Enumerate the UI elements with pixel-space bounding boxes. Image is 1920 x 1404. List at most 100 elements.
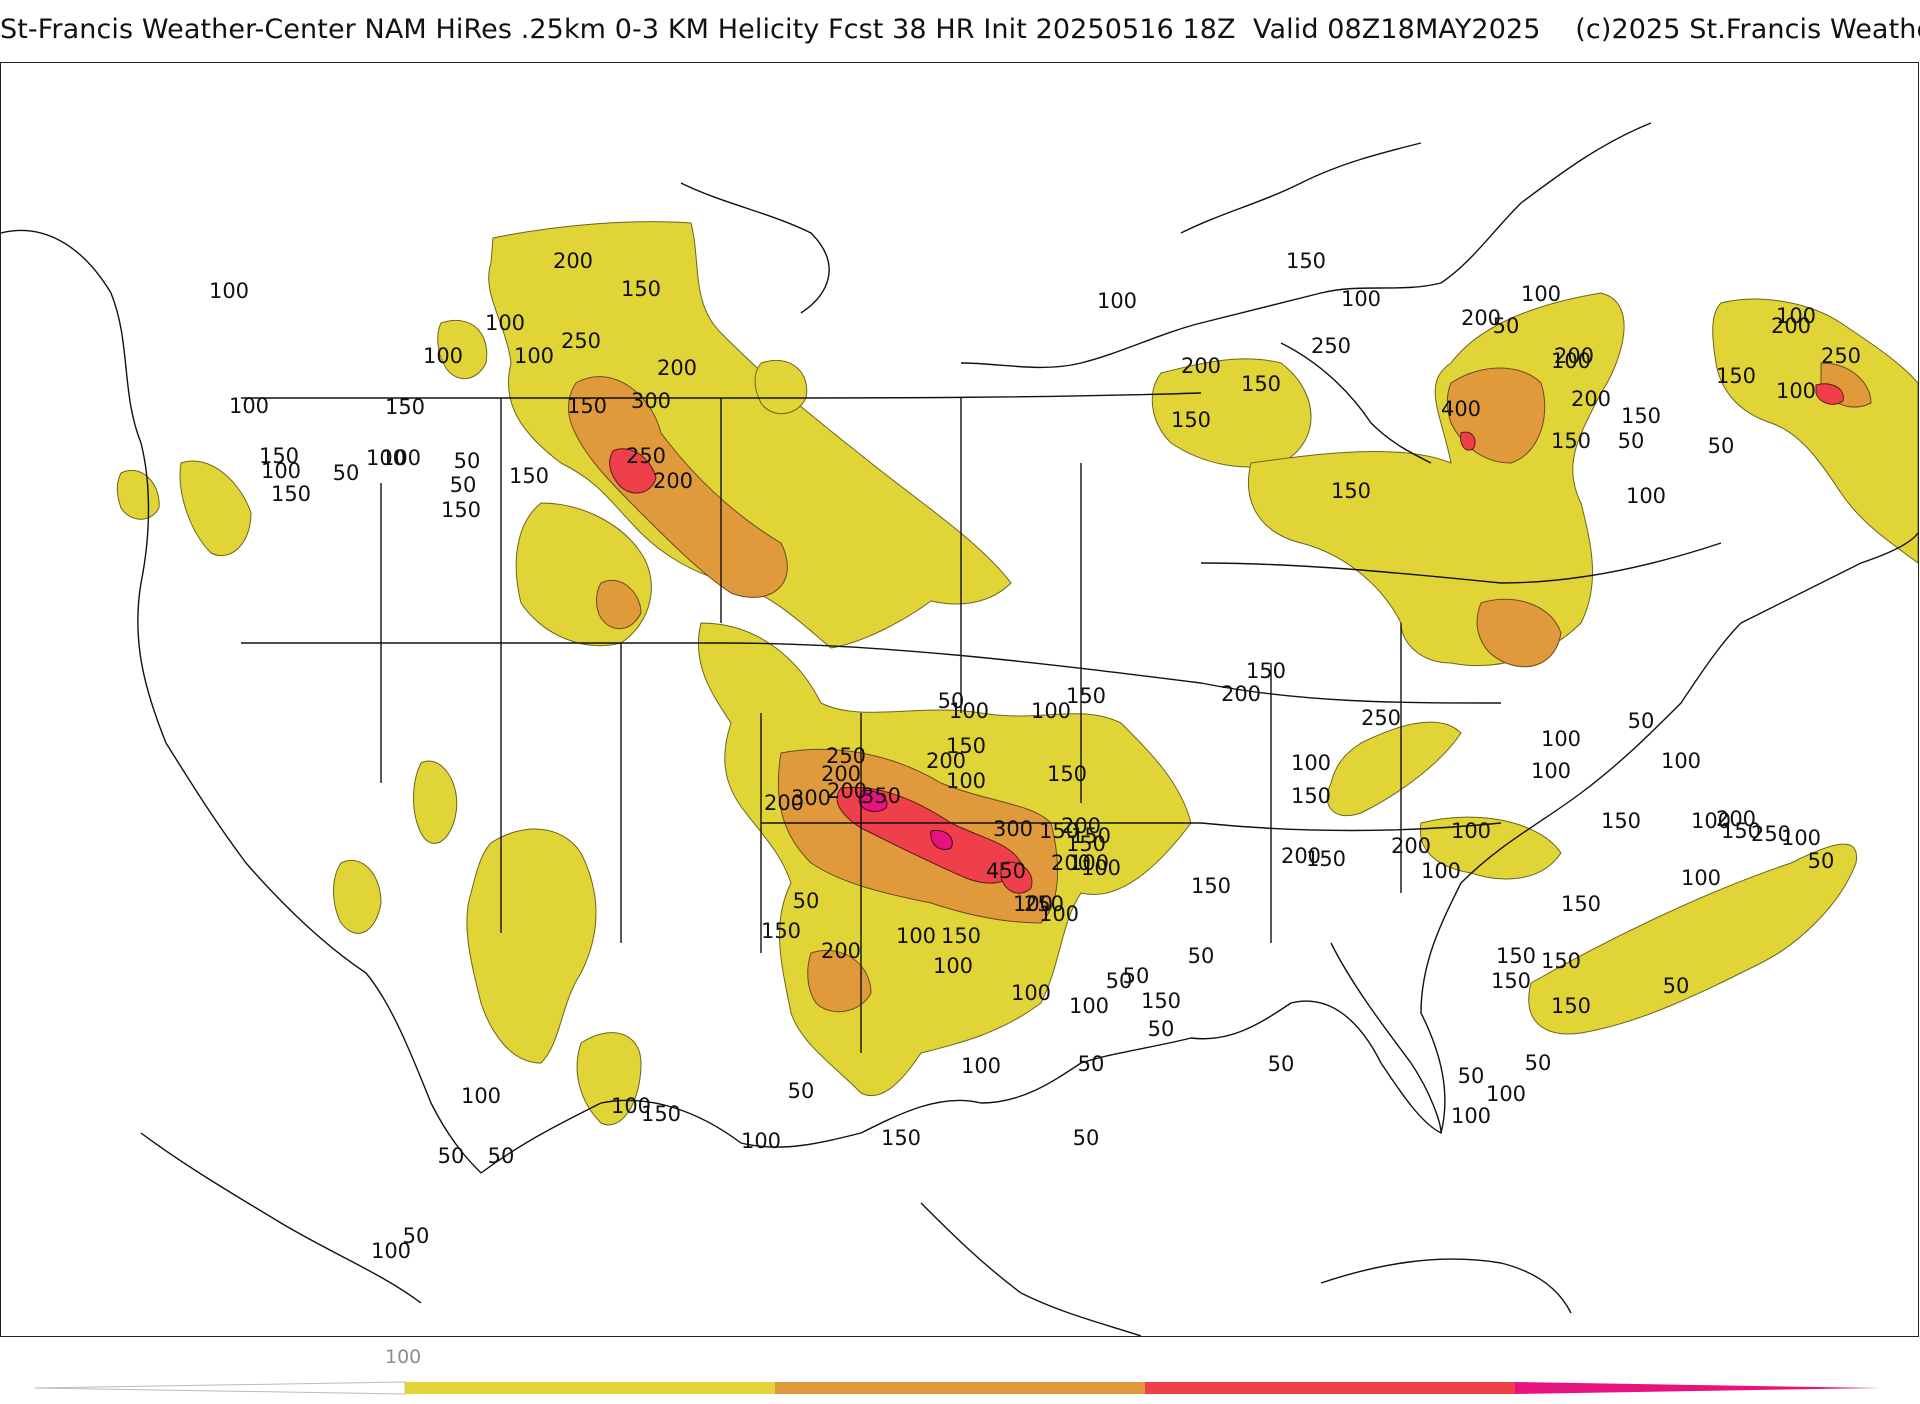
contour-label: 50 <box>488 1144 515 1168</box>
contour-label: 150 <box>1066 832 1106 856</box>
contour-label: 200 <box>821 762 861 786</box>
contour-label: 150 <box>1039 819 1079 843</box>
contour-label: 50 <box>1525 1051 1552 1075</box>
contour-label: 150 <box>1331 479 1371 503</box>
contour-label: 200 <box>821 939 861 963</box>
contour-label: 150 <box>941 924 981 948</box>
colorbar-tick-label: 100 <box>385 1346 422 1368</box>
contour-label: 200 <box>657 356 697 380</box>
contour-label: 100 <box>1069 851 1109 875</box>
contour-label: 250 <box>1024 892 1064 916</box>
contour-label: 150 <box>641 1102 681 1126</box>
contour-label: 100 <box>514 344 554 368</box>
contour-label: 100 <box>1681 866 1721 890</box>
contour-label: 50 <box>1493 314 1520 338</box>
contour-label: 150 <box>1716 364 1756 388</box>
helicity-fill-300 <box>609 383 1844 894</box>
contour-label: 100 <box>961 1054 1001 1078</box>
contour-label: 200 <box>764 791 804 815</box>
contour-label: 150 <box>1601 809 1641 833</box>
contour-label: 50 <box>788 1079 815 1103</box>
contour-label: 400 <box>1441 397 1481 421</box>
contour-label: 100 <box>366 446 406 470</box>
contour-label: 200 <box>1061 814 1101 838</box>
contour-label: 100 <box>1776 304 1816 328</box>
contour-label: 150 <box>761 919 801 943</box>
contour-label: 50 <box>438 1144 465 1168</box>
contour-label: 200 <box>1181 354 1221 378</box>
contour-label: 100 <box>209 279 249 303</box>
contour-label: 100 <box>1013 892 1053 916</box>
contour-label: 150 <box>1071 824 1111 848</box>
contour-label: 150 <box>621 277 661 301</box>
contour-label: 50 <box>1188 944 1215 968</box>
contour-label: 50 <box>1618 429 1645 453</box>
contour-label: 100 <box>381 446 421 470</box>
contour-label: 100 <box>1661 749 1701 773</box>
contour-label: 200 <box>653 469 693 493</box>
contour-label: 200 <box>1554 344 1594 368</box>
contour-label: 50 <box>1106 969 1133 993</box>
contour-label: 100 <box>261 459 301 483</box>
contour-label: 200 <box>926 749 966 773</box>
contour-label: 200 <box>553 249 593 273</box>
contour-label: 150 <box>1246 659 1286 683</box>
contour-label: 50 <box>1123 964 1150 988</box>
contour-label: 100 <box>1541 727 1581 751</box>
contour-label: 100 <box>933 954 973 978</box>
colorbar-segment-yellow <box>405 1382 775 1394</box>
contour-label: 100 <box>1069 994 1109 1018</box>
contour-label: 50 <box>1078 1052 1105 1076</box>
contour-label: 100 <box>896 924 936 948</box>
contour-label: 50 <box>1148 1017 1175 1041</box>
contour-label: 100 <box>1097 289 1137 313</box>
contour-label: 50 <box>1073 1126 1100 1150</box>
contour-label: 250 <box>1311 334 1351 358</box>
contour-label: 50 <box>454 449 481 473</box>
contour-label: 100 <box>1776 379 1816 403</box>
contour-label: 250 <box>1821 344 1861 368</box>
contour-label: 200 <box>827 779 867 803</box>
contour-label: 50 <box>1268 1052 1295 1076</box>
contour-label: 50 <box>1708 434 1735 458</box>
contour-label: 250 <box>826 744 866 768</box>
contour-label: 250 <box>1751 822 1791 846</box>
contour-label: 200 <box>1716 807 1756 831</box>
colorbar-low-triangle <box>34 1381 406 1395</box>
contour-label: 100 <box>423 344 463 368</box>
colorbar-segment-orange <box>775 1382 1145 1394</box>
contour-label: 200 <box>1281 844 1321 868</box>
contour-label: 150 <box>385 395 425 419</box>
contour-label: 150 <box>259 444 299 468</box>
contour-label: 150 <box>1241 372 1281 396</box>
contour-label: 150 <box>1291 784 1331 808</box>
contour-label: 250 <box>1361 706 1401 730</box>
contour-label: 150 <box>1541 949 1581 973</box>
contour-label: 150 <box>1621 404 1661 428</box>
contour-label: 200 <box>1051 851 1091 875</box>
contour-label: 150 <box>1561 892 1601 916</box>
contour-label: 100 <box>1486 1082 1526 1106</box>
contour-label: 50 <box>1628 709 1655 733</box>
contour-label: 100 <box>371 1239 411 1263</box>
contour-label: 100 <box>1011 981 1051 1005</box>
contour-label: 100 <box>1691 809 1731 833</box>
helicity-fill-400 <box>858 789 953 850</box>
contour-label: 50 <box>938 689 965 713</box>
contour-label: 100 <box>461 1084 501 1108</box>
contour-label: 50 <box>1663 974 1690 998</box>
contour-label: 250 <box>626 444 666 468</box>
contour-label: 100 <box>1451 1104 1491 1128</box>
colorbar-high-triangle <box>1515 1382 1880 1394</box>
contour-label: 150 <box>881 1126 921 1150</box>
contour-label: 100 <box>741 1129 781 1153</box>
contour-label: 300 <box>631 389 671 413</box>
contour-label: 150 <box>946 734 986 758</box>
colorbar <box>0 1340 1920 1400</box>
contour-label: 100 <box>1291 751 1331 775</box>
map-title: St-Francis Weather-Center NAM HiRes .25k… <box>0 14 1920 45</box>
contour-label: 150 <box>1496 944 1536 968</box>
contour-label: 150 <box>1551 429 1591 453</box>
contour-label: 150 <box>1491 969 1531 993</box>
contour-label: 350 <box>861 784 901 808</box>
